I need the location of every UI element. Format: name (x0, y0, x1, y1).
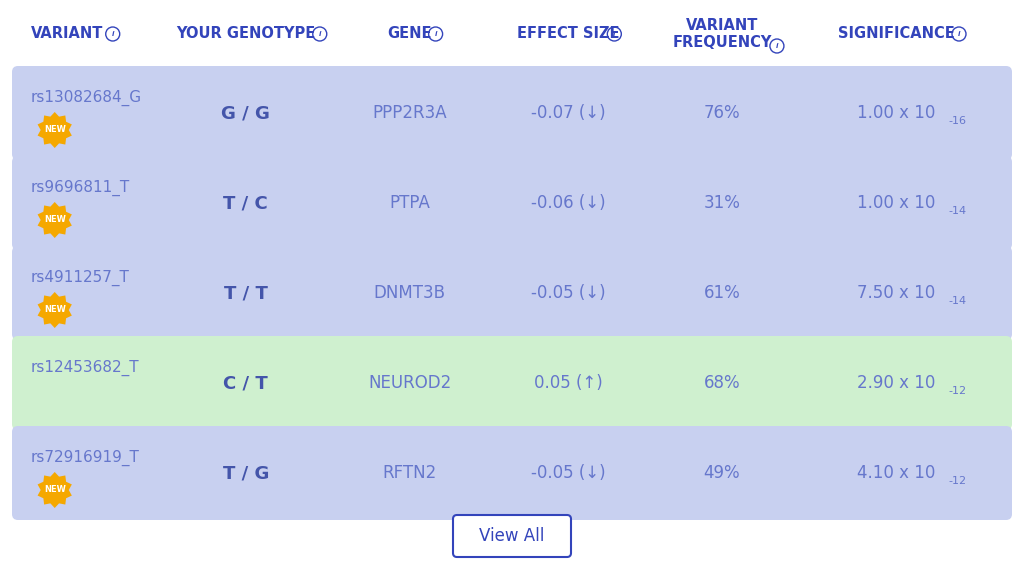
Text: i: i (112, 31, 114, 37)
Text: PTPA: PTPA (389, 194, 430, 212)
Text: -0.06 (↓): -0.06 (↓) (531, 194, 605, 212)
Text: 7.50 x 10: 7.50 x 10 (857, 284, 935, 302)
Text: NEW: NEW (44, 306, 66, 315)
Text: -16: -16 (948, 116, 966, 126)
Text: T / T: T / T (224, 284, 267, 302)
Text: 31%: 31% (703, 194, 740, 212)
FancyBboxPatch shape (12, 336, 1012, 430)
Text: rs13082684_G: rs13082684_G (31, 90, 142, 106)
Text: EFFECT SIZE: EFFECT SIZE (517, 26, 620, 42)
FancyBboxPatch shape (453, 515, 571, 557)
Text: i: i (776, 43, 778, 49)
Text: -12: -12 (948, 386, 966, 396)
Text: i: i (957, 31, 961, 37)
Text: 61%: 61% (703, 284, 740, 302)
Text: DNMT3B: DNMT3B (374, 284, 445, 302)
Text: -0.05 (↓): -0.05 (↓) (531, 464, 605, 482)
Polygon shape (38, 202, 72, 238)
Polygon shape (38, 112, 72, 148)
FancyBboxPatch shape (12, 426, 1012, 520)
Polygon shape (38, 472, 72, 508)
Text: -14: -14 (948, 206, 966, 216)
Polygon shape (38, 292, 72, 328)
FancyBboxPatch shape (12, 246, 1012, 340)
Text: -0.05 (↓): -0.05 (↓) (531, 284, 605, 302)
Text: -12: -12 (948, 477, 966, 486)
Text: rs12453682_T: rs12453682_T (31, 360, 139, 376)
Text: SIGNIFICANCE: SIGNIFICANCE (838, 26, 954, 42)
Text: 4.10 x 10: 4.10 x 10 (857, 464, 935, 482)
Text: 1.00 x 10: 1.00 x 10 (857, 104, 935, 122)
Text: i: i (318, 31, 321, 37)
Text: RFTN2: RFTN2 (383, 464, 436, 482)
Text: 2.90 x 10: 2.90 x 10 (857, 374, 935, 392)
Text: PPP2R3A: PPP2R3A (373, 104, 446, 122)
Text: VARIANT
FREQUENCY: VARIANT FREQUENCY (672, 18, 772, 50)
Text: i: i (434, 31, 437, 37)
Text: 1.00 x 10: 1.00 x 10 (857, 194, 935, 212)
FancyBboxPatch shape (12, 156, 1012, 250)
Text: 49%: 49% (703, 464, 740, 482)
Text: NEUROD2: NEUROD2 (368, 374, 452, 392)
Text: rs9696811_T: rs9696811_T (31, 180, 130, 196)
Text: rs4911257_T: rs4911257_T (31, 270, 130, 286)
Text: GENE: GENE (387, 26, 432, 42)
Text: 68%: 68% (703, 374, 740, 392)
Text: T / G: T / G (222, 464, 269, 482)
Text: NEW: NEW (44, 486, 66, 495)
Text: VARIANT: VARIANT (31, 26, 103, 42)
Text: NEW: NEW (44, 125, 66, 134)
Text: C / T: C / T (223, 374, 268, 392)
Text: rs72916919_T: rs72916919_T (31, 450, 139, 466)
Text: View All: View All (479, 527, 545, 545)
Text: T / C: T / C (223, 194, 268, 212)
Text: YOUR GENOTYPE: YOUR GENOTYPE (176, 26, 315, 42)
Text: 76%: 76% (703, 104, 740, 122)
Text: NEW: NEW (44, 215, 66, 224)
Text: -14: -14 (948, 296, 966, 306)
Text: -0.07 (↓): -0.07 (↓) (531, 104, 605, 122)
Text: i: i (613, 31, 615, 37)
FancyBboxPatch shape (12, 66, 1012, 160)
Text: 0.05 (↑): 0.05 (↑) (534, 374, 603, 392)
Text: G / G: G / G (221, 104, 270, 122)
